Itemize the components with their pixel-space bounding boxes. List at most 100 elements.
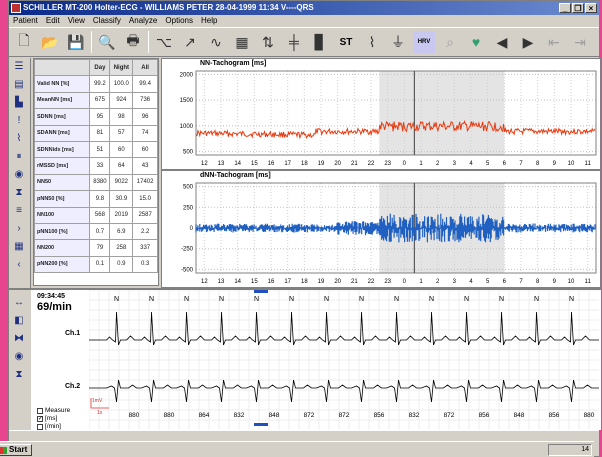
- trend-icon[interactable]: ↗: [184, 33, 196, 50]
- beat-label: N: [464, 296, 469, 303]
- rr-interval-label: 848: [514, 412, 525, 419]
- new-file-icon[interactable]: 🗋: [18, 32, 30, 48]
- measure-label: Measure: [45, 407, 71, 414]
- eye-icon[interactable]: ◉: [14, 350, 24, 362]
- stretch-icon[interactable]: ↔: [14, 296, 24, 308]
- min-option[interactable]: [/min]: [37, 423, 61, 430]
- lines-icon[interactable]: ≡: [16, 204, 22, 216]
- restore-button[interactable]: ❐: [572, 3, 584, 13]
- x-tick-label: 17: [284, 279, 291, 285]
- menu-edit[interactable]: Edit: [45, 16, 60, 25]
- y-tick-label: 250: [183, 205, 194, 211]
- menu-bar: Patient Edit View Classify Analyze Optio…: [9, 15, 599, 27]
- table-row: MeanNN [ms] 675 924 736: [33, 91, 158, 110]
- rr-interval-label: 856: [549, 412, 560, 419]
- x-tick-label: 22: [368, 161, 375, 167]
- menu-patient[interactable]: Patient: [13, 16, 38, 25]
- menu-help[interactable]: Help: [200, 16, 218, 25]
- stat-value: 0.3: [132, 255, 158, 274]
- hrv-button[interactable]: HRV: [413, 31, 435, 53]
- waveform-icon[interactable]: ∿: [210, 33, 222, 50]
- calibration-scale: [90, 398, 109, 409]
- menu-analyze[interactable]: Analyze: [128, 16, 158, 25]
- st-button[interactable]: ST: [339, 36, 353, 48]
- spike-icon[interactable]: ⏚: [391, 34, 405, 50]
- main-window: SCHILLER MT-200 Holter-ECG - WILLIAMS PE…: [8, 0, 601, 457]
- heart-icon[interactable]: ♥: [471, 34, 481, 50]
- x-tick-label: 10: [568, 279, 575, 285]
- stat-value: 8380: [89, 173, 111, 192]
- forward-arrow-icon[interactable]: ▶: [522, 33, 534, 50]
- x-tick-label: 0: [403, 279, 407, 285]
- x-tick-label: 14: [234, 161, 241, 167]
- menu-classify[interactable]: Classify: [92, 16, 121, 25]
- x-tick-label: 12: [201, 161, 208, 167]
- histogram-icon[interactable]: ▊: [314, 33, 326, 50]
- grid-icon[interactable]: ▦: [14, 240, 24, 252]
- exclamation-icon[interactable]: !: [17, 114, 21, 126]
- menu-options[interactable]: Options: [165, 16, 193, 25]
- measure-option[interactable]: Measure: [37, 407, 70, 414]
- stat-value: 30.9: [109, 190, 134, 208]
- open-folder-icon[interactable]: 📂: [41, 33, 59, 50]
- stat-value: 6.9: [109, 222, 134, 241]
- bars-icon[interactable]: ▤: [14, 78, 24, 90]
- stat-value: 98: [109, 108, 134, 126]
- wave-icon[interactable]: ⌇: [16, 132, 22, 144]
- first-icon[interactable]: ⇤: [548, 33, 560, 50]
- stat-value: 95: [89, 108, 111, 126]
- print-preview-icon[interactable]: 🔍: [98, 33, 116, 50]
- x-tick-label: 8: [536, 279, 540, 285]
- ms-checkbox[interactable]: ✓: [37, 415, 44, 422]
- hourglass-icon[interactable]: ⧗: [15, 368, 23, 380]
- back-arrow-icon[interactable]: ◀: [496, 33, 508, 50]
- stat-label: NN100: [33, 206, 91, 224]
- stat-value: 17402: [132, 173, 158, 192]
- tray-clock: 14: [581, 446, 589, 453]
- system-tray: 14: [548, 444, 592, 456]
- scale-s-label: 1s: [97, 410, 103, 416]
- x-tick-label: 23: [384, 279, 391, 285]
- minimize-button[interactable]: _: [559, 3, 571, 13]
- tree-icon[interactable]: ⌥: [155, 33, 173, 50]
- close-button[interactable]: ×: [585, 3, 597, 13]
- list-icon[interactable]: ☰: [14, 60, 24, 72]
- pause-icon[interactable]: ⏸: [16, 150, 22, 162]
- step-icon[interactable]: ⧓: [14, 332, 24, 344]
- hourglass-icon[interactable]: ⧗: [15, 186, 23, 198]
- last-icon[interactable]: ⇥: [574, 33, 586, 50]
- beat-label: N: [114, 296, 119, 303]
- layers-icon[interactable]: ◧: [14, 314, 24, 326]
- ms-option[interactable]: ✓ [ms]: [37, 415, 57, 422]
- stat-value: 2.2: [132, 222, 158, 241]
- eye-icon[interactable]: ◉: [14, 168, 24, 180]
- expand-right-icon[interactable]: ›: [17, 222, 21, 234]
- min-checkbox[interactable]: [37, 423, 43, 430]
- filter-icon[interactable]: ╪: [289, 34, 299, 50]
- x-tick-label: 7: [519, 161, 523, 167]
- x-tick-label: 11: [585, 279, 592, 285]
- measure-checkbox[interactable]: [37, 407, 43, 414]
- print-icon[interactable]: 🖶: [126, 32, 140, 48]
- position-marker: [254, 423, 268, 426]
- chart-icon[interactable]: ▙: [15, 96, 23, 108]
- pacer-icon[interactable]: ⌇: [368, 33, 376, 50]
- scale-mv-label: 1mV: [92, 398, 103, 404]
- night-band: [379, 71, 505, 155]
- arrhythmia-icon[interactable]: ⇅: [262, 33, 274, 50]
- stat-label: Valid NN [%]: [33, 75, 91, 93]
- stat-label: pNN100 [%]: [33, 222, 91, 241]
- ecg-tool-strip: ↔ ◧ ⧓ ◉ ⧗: [9, 290, 31, 430]
- x-tick-label: 15: [251, 279, 258, 285]
- status-bar: [9, 430, 599, 442]
- x-tick-label: 4: [469, 279, 473, 285]
- table-icon[interactable]: ▦: [235, 33, 249, 50]
- start-button[interactable]: Start: [0, 444, 32, 456]
- y-tick-label: 2000: [180, 72, 194, 78]
- stat-value: 100.0: [109, 75, 134, 93]
- plot-frame: [195, 70, 597, 156]
- menu-view[interactable]: View: [67, 16, 85, 25]
- save-icon[interactable]: 💾: [67, 33, 85, 50]
- search-icon[interactable]: ⌕: [446, 33, 454, 50]
- collapse-left-icon[interactable]: ‹: [17, 258, 21, 270]
